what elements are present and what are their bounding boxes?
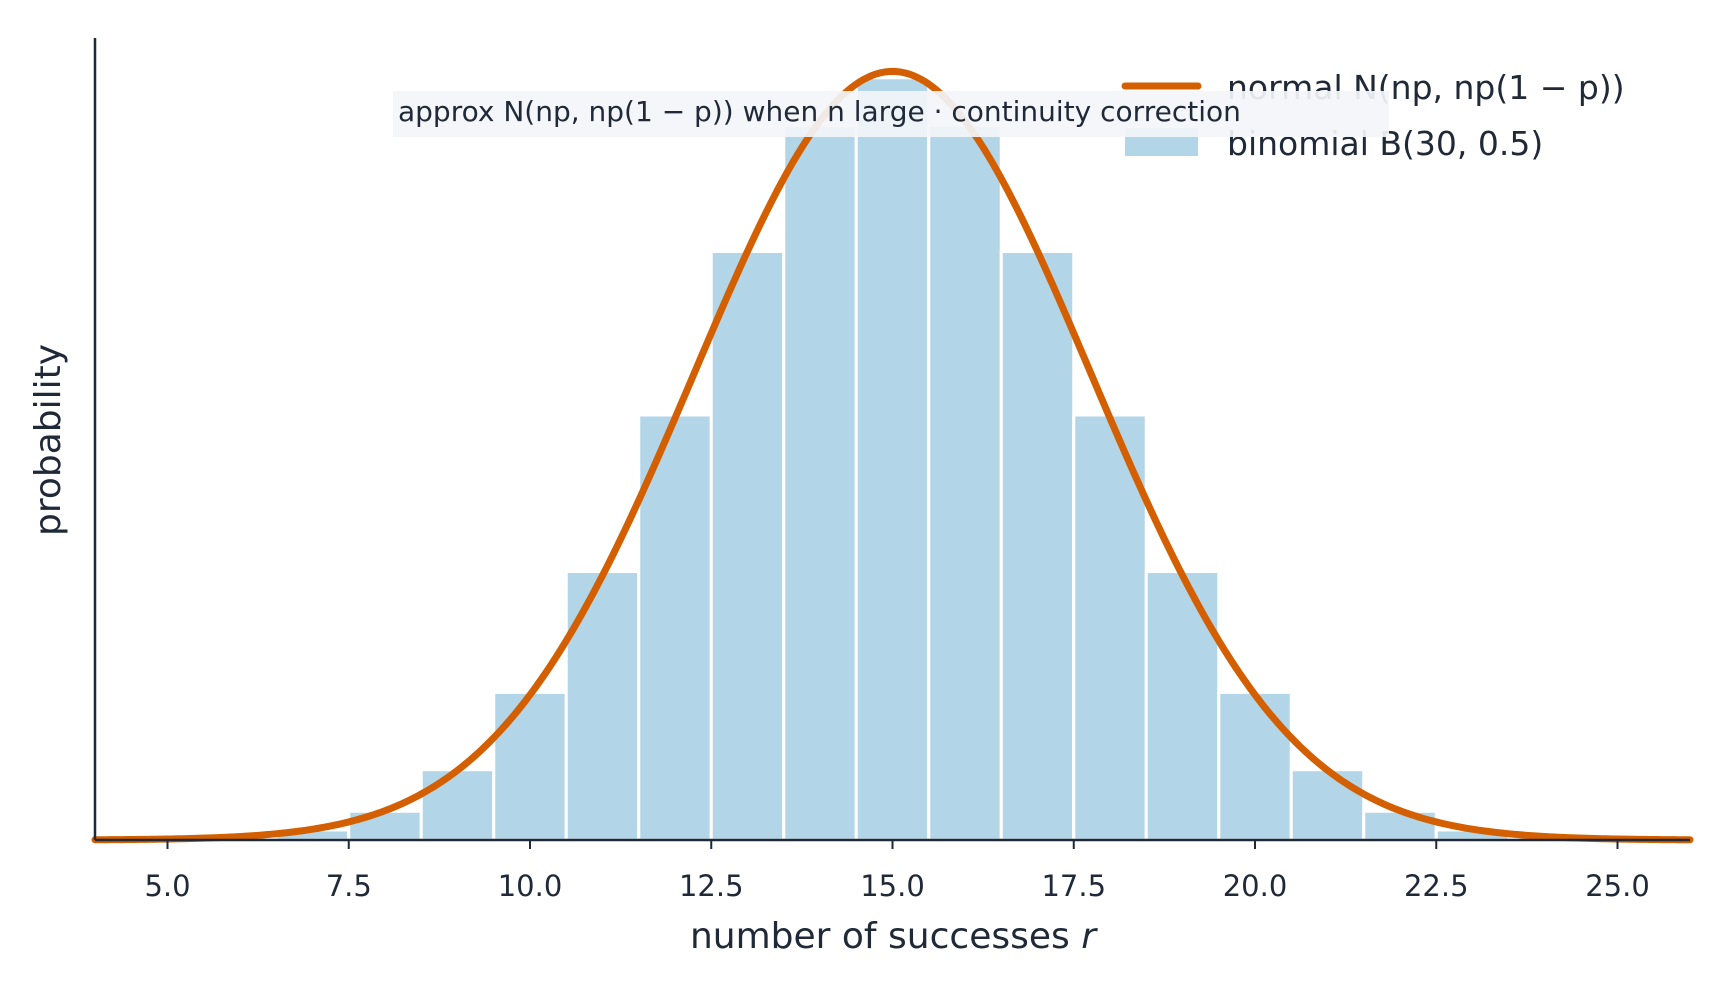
bar-r-16 <box>927 123 1003 842</box>
bar-r-13 <box>709 249 786 842</box>
x-tick-label: 7.5 <box>326 869 372 903</box>
x-tick-label: 20.0 <box>1223 869 1288 903</box>
bar-r-20 <box>1217 690 1293 842</box>
x-tick-label: 5.0 <box>144 869 190 903</box>
x-tick-label: 10.0 <box>498 869 563 903</box>
bar-r-14 <box>782 123 858 842</box>
bar-r-18 <box>1072 413 1148 842</box>
x-ticks-group: 5.0 7.5 10.0 12.5 15.0 17.5 20.0 22.5 25.0 <box>144 840 1650 903</box>
x-tick-label: 25.0 <box>1585 869 1650 903</box>
x-tick-label: 15.0 <box>860 869 925 903</box>
bar-r-19 <box>1144 570 1221 842</box>
y-axis-label: probability <box>28 344 69 536</box>
annotation-background <box>393 91 1389 137</box>
bars-group <box>57 76 1721 842</box>
x-tick-label: 17.5 <box>1041 869 1106 903</box>
x-tick-label: 12.5 <box>679 869 744 903</box>
x-axis-label-var: r <box>1081 916 1098 957</box>
x-axis-label: number of successes r <box>690 916 1098 957</box>
normal-curve <box>91 67 1694 844</box>
annotation-text: approx N(np, np(1 − p)) when n large · c… <box>398 95 1241 128</box>
bar-r-11 <box>564 570 641 842</box>
bar-r-15 <box>854 76 931 842</box>
x-tick-label: 22.5 <box>1404 869 1469 903</box>
bar-r-12 <box>637 413 713 842</box>
annotation-box: approx N(np, np(1 − p)) when n large · c… <box>393 91 1389 137</box>
bar-r-10 <box>492 690 568 842</box>
bar-r-9 <box>419 768 496 842</box>
bar-r-21 <box>1289 768 1366 842</box>
bar-r-17 <box>999 249 1076 842</box>
x-axis-label-text: number of successes <box>690 916 1070 957</box>
